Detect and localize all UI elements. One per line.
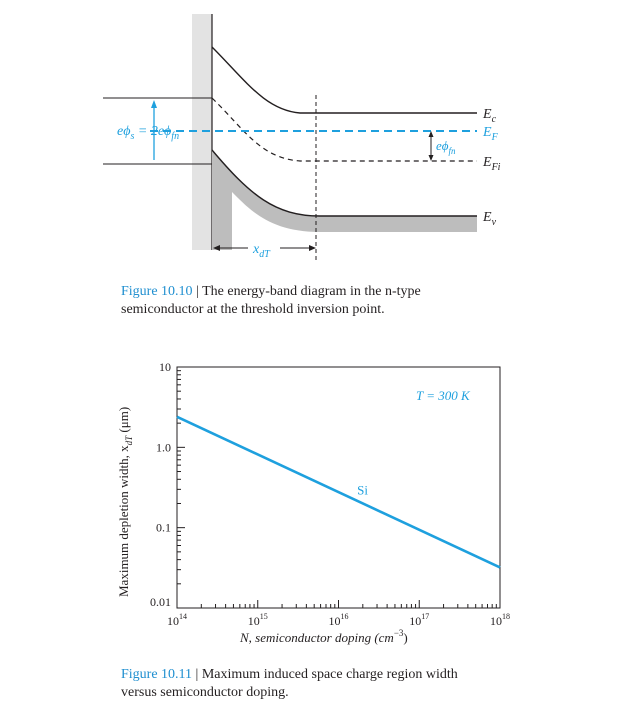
y-axis-label: Maximum depletion width, xdT (μm) bbox=[116, 407, 134, 597]
x-tick-label: 1016 bbox=[329, 612, 349, 628]
chart-x-tick-labels: 1014 1015 1016 1017 1018 bbox=[167, 612, 510, 628]
figure-10-11-caption: Figure 10.11 | Maximum induced space cha… bbox=[121, 666, 581, 702]
caption-text-line2: semiconductor at the threshold inversion… bbox=[121, 302, 385, 317]
ev-label: Ev bbox=[482, 210, 497, 228]
caption-number: Figure 10.11 | bbox=[121, 667, 202, 682]
series-label: Si bbox=[357, 482, 368, 497]
depletion-width-chart: 10 1.0 0.1 0.01 1014 1015 1016 1017 1018 Si T =… bbox=[116, 360, 510, 645]
ev-line bbox=[211, 149, 477, 217]
fermi-potential-label: eϕfn bbox=[436, 138, 456, 156]
caption-number: Figure 10.10 | bbox=[121, 284, 203, 299]
x-tick-label: 1014 bbox=[167, 612, 187, 628]
x-tick-label: 1017 bbox=[409, 612, 429, 628]
x-tick-label: 1015 bbox=[248, 612, 268, 628]
figure-10-10-caption: Figure 10.10 | The energy-band diagram i… bbox=[121, 283, 541, 319]
caption-text-line1: Maximum induced space charge region widt… bbox=[201, 667, 458, 682]
y-tick-label: 1.0 bbox=[156, 440, 171, 454]
chart-ticks bbox=[176, 366, 501, 609]
depletion-width-arrowhead-right bbox=[309, 245, 316, 251]
depletion-width-label: xdT bbox=[252, 242, 271, 260]
y-tick-label: 10 bbox=[159, 360, 171, 374]
series-line-si bbox=[176, 415, 501, 569]
caption-text-line1: The energy-band diagram in the n-type bbox=[202, 284, 421, 299]
surface-potential-arrowhead bbox=[151, 100, 157, 108]
caption-text-line2: versus semiconductor doping. bbox=[121, 685, 289, 700]
ec-label: Ec bbox=[482, 107, 497, 125]
chart-series: Si bbox=[176, 415, 501, 569]
annotation-temperature: T = 300 K bbox=[416, 388, 471, 403]
y-tick-label: 0.1 bbox=[156, 521, 171, 535]
valence-band-shading bbox=[212, 150, 477, 250]
efi-label: EFi bbox=[482, 155, 501, 173]
x-tick-label: 1018 bbox=[490, 612, 510, 628]
y-tick-label: 0.01 bbox=[150, 595, 171, 609]
band-diagram: Ec EF EFi Ev eϕs = 2eϕfn eϕfn xdT bbox=[103, 14, 501, 262]
surface-potential-label: eϕs = 2eϕfn bbox=[117, 124, 179, 142]
efi-line bbox=[211, 97, 477, 162]
chart-frame bbox=[176, 366, 501, 609]
fermi-potential-arrowhead-top bbox=[428, 131, 434, 137]
depletion-width-arrowhead-left bbox=[213, 245, 220, 251]
x-axis-label: N, semiconductor doping (cm−3) bbox=[239, 628, 408, 645]
chart-y-tick-labels: 10 1.0 0.1 0.01 bbox=[150, 360, 171, 609]
fermi-potential-arrowhead-bottom bbox=[428, 155, 434, 161]
ef-label: EF bbox=[482, 125, 499, 143]
ec-line bbox=[211, 46, 477, 114]
